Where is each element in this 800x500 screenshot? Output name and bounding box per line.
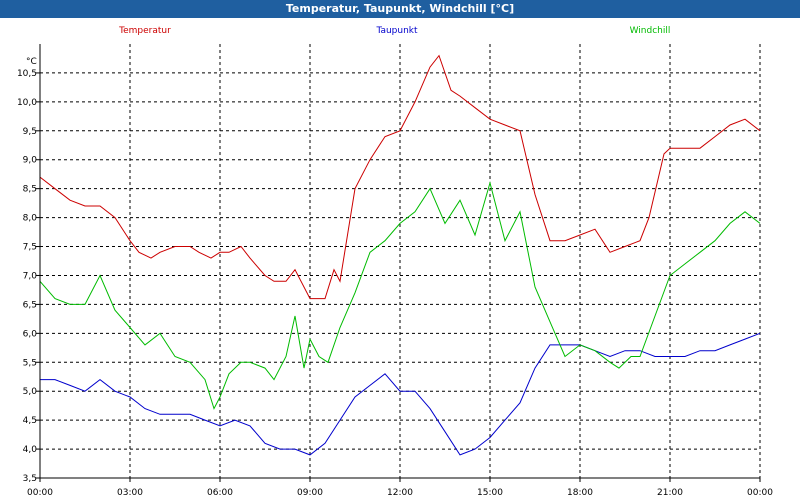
axes (36, 44, 761, 482)
x-tick-time-label: 09:00 (297, 488, 323, 498)
legend: Temperatur Taupunkt Windchill (118, 26, 670, 36)
x-tick-time-label: 18:00 (567, 488, 593, 498)
x-tick-time-label: 12:00 (387, 488, 413, 498)
x-tick-time-label: 21:00 (657, 488, 683, 498)
y-tick-label: 6,5 (23, 300, 37, 310)
series-lines (39, 54, 761, 456)
x-tick-time-label: 15:00 (477, 488, 503, 498)
y-tick-label: 7,0 (23, 271, 38, 281)
grid-lines (40, 44, 761, 478)
y-tick-label: 8,0 (23, 214, 38, 224)
chart-title-bar: Temperatur, Taupunkt, Windchill [°C] (0, 0, 800, 18)
chart-title: Temperatur, Taupunkt, Windchill [°C] (285, 2, 515, 15)
y-tick-label: 4,0 (23, 445, 38, 455)
y-tick-label: 8,5 (23, 185, 37, 195)
y-tick-label: 4,5 (23, 416, 37, 426)
y-tick-label: 6,0 (23, 329, 38, 339)
x-tick-time-label: 03:00 (117, 488, 143, 498)
y-tick-label: 7,5 (23, 243, 37, 253)
series-line-windchill (39, 181, 761, 410)
legend-label-taupunkt: Taupunkt (375, 26, 418, 36)
y-tick-label: 5,0 (23, 387, 38, 397)
series-line-taupunkt (40, 332, 761, 456)
tick-labels: 3,5 4,0 4,5 5,0 5,5 6,0 6,5 7,0 7,5 8,0 8,5 9,0 9,5 1… (17, 57, 773, 498)
y-tick-label: 3,5 (23, 474, 37, 484)
x-tick-time-label: 06:00 (207, 488, 233, 498)
y-tick-label: 9,5 (23, 127, 37, 137)
x-tick-time-label: 00:00 (747, 488, 773, 498)
legend-label-temperatur: Temperatur (118, 26, 171, 36)
y-tick-label: 10,0 (17, 98, 37, 108)
series-line-temperatur (39, 54, 761, 300)
y-tick-label: 10,5 (17, 69, 37, 79)
legend-label-windchill: Windchill (630, 26, 671, 36)
y-tick-label: 5,5 (23, 358, 37, 368)
y-tick-label: 9,0 (23, 156, 38, 166)
y-axis-label: °C (26, 57, 37, 67)
line-chart: 3,5 4,0 4,5 5,0 5,5 6,0 6,5 7,0 7,5 8,0 8,5 9,0 9,5 1… (17, 26, 773, 498)
x-tick-time-label: 00:00 (27, 488, 53, 498)
